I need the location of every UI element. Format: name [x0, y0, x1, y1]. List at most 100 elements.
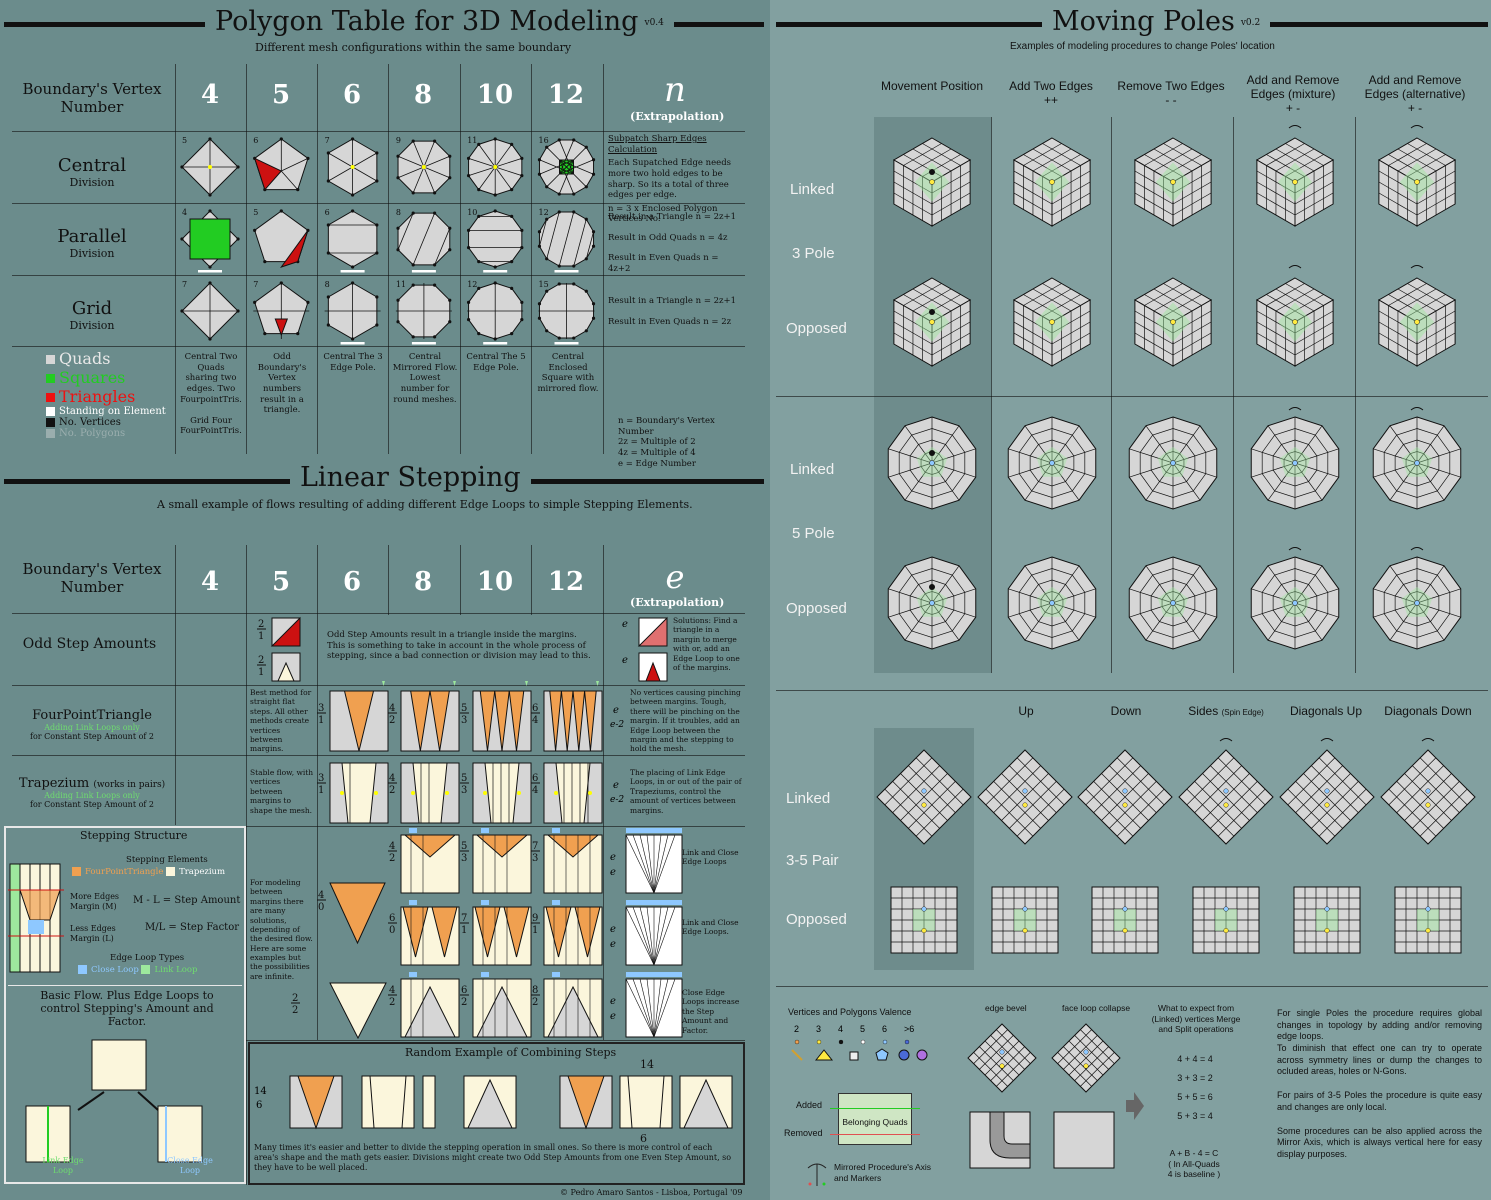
grid-edge — [1266, 154, 1305, 177]
edge — [653, 978, 669, 1038]
standing-mark — [554, 342, 579, 345]
grid-edge — [1032, 288, 1072, 312]
lcol-5: 5 — [271, 567, 291, 597]
step-box — [400, 690, 460, 752]
edge — [281, 170, 299, 190]
structure-column — [19, 863, 31, 973]
grid-line — [776, 690, 1488, 691]
vertex — [396, 320, 400, 324]
grid-edge — [1023, 154, 1062, 177]
vertex — [263, 332, 267, 336]
lcol-10: 10 — [476, 567, 514, 597]
pole-5 — [1324, 928, 1330, 934]
vertex — [326, 295, 330, 299]
pole-vertex — [929, 179, 935, 185]
valence-5-shape — [875, 1048, 889, 1061]
pole-vertex — [1049, 460, 1055, 466]
vertex — [236, 237, 240, 241]
grid-edge — [1013, 332, 1053, 356]
boundary-label: Boundary's Vertex Number — [22, 80, 162, 116]
grid-edge — [1051, 181, 1091, 205]
grid-line — [12, 131, 745, 132]
mfrac: M/L = Step Factor — [145, 922, 239, 933]
grid-line — [12, 685, 745, 686]
spoke-edge — [1051, 588, 1096, 604]
grid-edge — [1051, 332, 1091, 356]
collapse-grid — [1053, 1111, 1115, 1169]
triangle — [467, 1078, 513, 1129]
stepping-elements: Stepping Elements — [126, 855, 208, 865]
step-number: 1 — [318, 715, 324, 726]
pole-5 — [1083, 1063, 1089, 1069]
grid-edge — [1285, 294, 1324, 317]
pole-3 — [1022, 906, 1028, 912]
edge — [653, 978, 676, 1038]
vertex — [510, 286, 514, 290]
pole-vertex — [1170, 179, 1176, 185]
edge — [653, 834, 676, 894]
close-marker — [552, 828, 560, 833]
vertex — [591, 316, 596, 320]
spoke-edge — [1416, 565, 1445, 604]
mirror-axis — [1410, 125, 1424, 129]
edge — [412, 140, 425, 168]
fpt-triangle — [546, 834, 600, 858]
grid-line — [531, 64, 532, 454]
removed-line — [830, 1134, 920, 1135]
spoke-edge — [1024, 565, 1053, 604]
edge — [495, 157, 522, 168]
pole-5 — [1425, 802, 1431, 808]
fpt-extrap-note: No vertices causing pinching between mar… — [630, 688, 741, 754]
triangle — [274, 318, 289, 337]
grid-line — [460, 545, 461, 615]
grid-line — [317, 64, 318, 454]
fpt-triangle — [402, 906, 429, 958]
pole-vertex — [1170, 600, 1176, 606]
grid-edge — [1163, 154, 1202, 177]
close-marker — [409, 972, 417, 977]
vertex — [545, 329, 549, 333]
step-number: 3 — [318, 773, 324, 784]
pole-3 — [1425, 788, 1431, 794]
divider — [8, 985, 242, 986]
vertex — [208, 209, 212, 213]
step-number: 4 — [318, 890, 324, 901]
vertex-marker — [588, 791, 592, 795]
pole-vertex — [1292, 460, 1298, 466]
valence-title: Vertices and Polygons Valence — [788, 1007, 912, 1017]
left-panel: Polygon Table for 3D Modeling v0.4 Differ… — [4, 6, 764, 1197]
edge — [625, 906, 655, 966]
edge — [625, 978, 655, 1038]
moving-poles-title: Moving Poles v0.2 — [1042, 6, 1271, 37]
belonging-area — [1417, 909, 1439, 931]
corner-number: 11 — [396, 280, 406, 289]
vertex — [208, 281, 212, 285]
definitions: n = Boundary's Vertex Number 2z = Multipl… — [618, 416, 715, 469]
head-diag-up: Diagonals Up — [1289, 704, 1363, 718]
fpt-triangle — [549, 690, 562, 752]
grid-line — [317, 545, 318, 1040]
valence-number: 5 — [860, 1024, 865, 1034]
vertex — [477, 332, 481, 336]
note-6: Central The 3 Edge Pole. — [323, 352, 383, 373]
edge — [434, 228, 451, 266]
random-number: 6 — [256, 1100, 262, 1111]
linear-diagrams: 2121ee2031425364ee-21031425364ee-2404253… — [257, 616, 683, 1040]
pole-5 — [1324, 802, 1330, 808]
added-label: Added — [796, 1100, 823, 1110]
edge — [328, 152, 353, 168]
valence-dot — [860, 1039, 866, 1045]
corner-number: 6 — [325, 208, 330, 217]
edge — [653, 906, 662, 966]
triangle — [645, 661, 661, 682]
vertex — [411, 335, 415, 339]
spoke-edge — [931, 462, 960, 501]
corner-number: 6 — [253, 136, 258, 145]
spoke-edge — [1008, 588, 1053, 604]
vertex — [396, 154, 400, 158]
loop-types: Edge Loop Types — [110, 953, 185, 963]
pole-5 — [921, 802, 927, 808]
polygon-table-subtitle: Different mesh configurations within the… — [255, 41, 572, 54]
belonging-area — [1014, 909, 1036, 931]
vertex — [351, 281, 355, 285]
